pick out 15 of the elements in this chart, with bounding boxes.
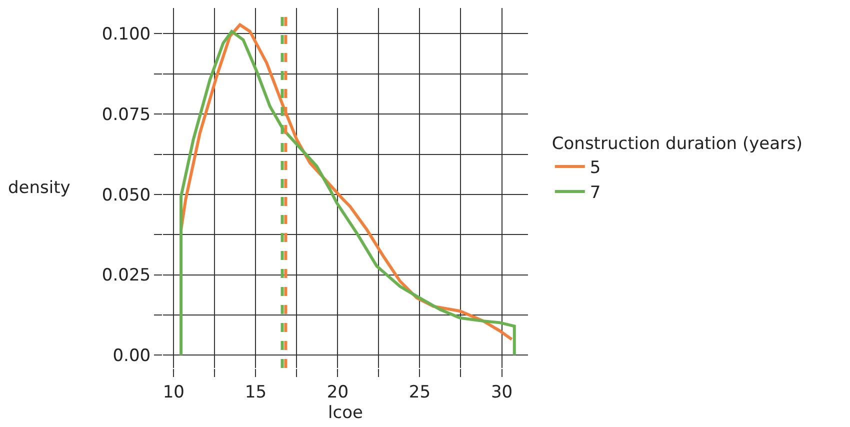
legend-label: 7: [590, 183, 601, 204]
legend-label: 5: [590, 158, 601, 178]
y-tick-label: 0.050: [102, 185, 151, 206]
y-axis-title: density: [8, 178, 70, 198]
y-tick-label: 0.00: [112, 346, 151, 366]
x-tick-label: 30: [490, 382, 513, 402]
x-tick-label: 20: [326, 382, 349, 402]
y-tick-label: 0.025: [102, 266, 151, 286]
y-tick-label: 0.075: [102, 105, 151, 126]
x-tick-label: 15: [244, 382, 267, 402]
x-tick-label: 10: [162, 382, 184, 402]
x-tick-label: 25: [408, 382, 431, 402]
y-tick-label: 0.100: [102, 24, 151, 45]
x-axis-title: lcoe: [328, 402, 363, 423]
legend-title: Construction duration (years): [552, 134, 803, 154]
